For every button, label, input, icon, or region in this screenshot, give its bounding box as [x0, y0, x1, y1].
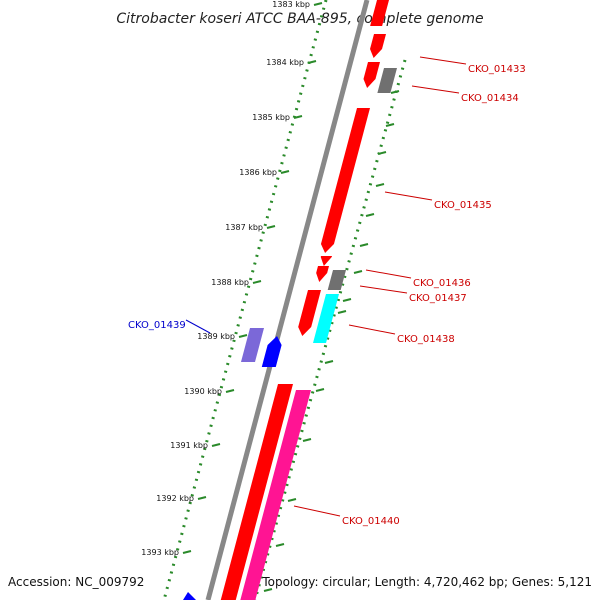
gene-cko-01432 — [370, 0, 389, 26]
outer-tick-mark — [287, 498, 297, 502]
tick-mark — [307, 60, 317, 64]
outer-tick-mark — [342, 298, 352, 302]
gene-label-leader — [348, 324, 396, 335]
accession-text: Accession: NC_009792 — [8, 575, 144, 589]
backbone-ring — [205, 0, 370, 600]
outer-tick-mark — [315, 388, 325, 392]
outer-tick-mark — [353, 270, 363, 274]
gene-cko-01439-b — [261, 336, 282, 367]
outer-tick-mark — [324, 360, 334, 364]
tick-label: 1389 kbp — [197, 332, 235, 341]
gene-label-leader — [384, 191, 433, 201]
gene-label-leader — [411, 85, 460, 94]
gene-labels: CKO_01433 CKO_01434 CKO_01435 CKO_01436 CKO_… — [128, 56, 526, 527]
gene-label-leader — [365, 269, 412, 279]
tick-mark — [225, 389, 235, 393]
outer-tick-mark — [263, 588, 273, 592]
outer-tick-mark — [337, 310, 347, 314]
tick-label: 1393 kbp — [141, 548, 179, 557]
tick-label: 1383 kbp — [272, 0, 310, 9]
gene-cko-01439 — [240, 328, 264, 362]
gene-label-leader — [419, 56, 467, 65]
tick-mark — [252, 280, 262, 284]
tick-mark — [313, 2, 323, 6]
tick-mark — [182, 550, 192, 554]
tick-label: 1386 kbp — [239, 168, 277, 177]
tick-mark — [280, 170, 290, 174]
outer-tick-mark — [365, 213, 375, 217]
gene-label: CKO_01439 — [128, 320, 186, 331]
gene-label: CKO_01440 — [342, 516, 400, 527]
tick-label: 1384 kbp — [266, 58, 304, 67]
gene-cko-01438 — [313, 294, 339, 343]
tick-mark — [266, 225, 276, 229]
tick-marks: 1383 kbp 1384 kbp 1385 kbp 1386 kbp 1387 kbp… — [141, 0, 400, 592]
outer-tick-mark — [390, 90, 400, 94]
gene-cko-01440-a — [220, 384, 293, 600]
tick-mark — [293, 115, 303, 119]
outer-tick-mark — [375, 183, 385, 187]
tick-mark — [211, 443, 221, 447]
gene-label: CKO_01437 — [409, 293, 467, 304]
outer-tick-mark — [359, 243, 369, 247]
tick-label: 1391 kbp — [170, 441, 208, 450]
gene-cko-01436 — [316, 266, 329, 282]
gene-cko-01437-b — [298, 290, 321, 336]
gene-cko-01434 — [377, 68, 397, 93]
tick-label: 1392 kbp — [156, 494, 194, 503]
gene-cko-01437 — [327, 270, 346, 290]
gene-label: CKO_01438 — [397, 334, 455, 345]
gene-label-leader — [185, 319, 211, 334]
outer-tick-mark — [275, 543, 285, 547]
gene-cko-01433-b — [363, 62, 380, 88]
tick-mark — [238, 334, 248, 338]
gene-cko-01435-b — [320, 256, 332, 266]
gene-cko-01440 — [240, 390, 311, 600]
outer-tick-mark — [385, 123, 395, 127]
gene-label: CKO_01436 — [413, 278, 471, 289]
tick-label: 1388 kbp — [211, 278, 249, 287]
gene-label: CKO_01435 — [434, 200, 492, 211]
tick-ring-outer — [253, 59, 407, 600]
outer-tick-mark — [302, 438, 312, 442]
gene-label: CKO_01434 — [461, 93, 519, 104]
tick-mark — [197, 496, 207, 500]
tick-label: 1387 kbp — [225, 223, 263, 232]
gene-cko-01435 — [320, 108, 370, 253]
gene-cko-01433 — [370, 34, 386, 58]
genome-title: Citrobacter koseri ATCC BAA-895, complet… — [116, 11, 483, 27]
gene-label: CKO_01433 — [468, 64, 526, 75]
topology-text: Topology: circular; Length: 4,720,462 bp… — [261, 575, 592, 589]
gene-features — [183, 0, 397, 600]
outer-tick-mark — [377, 151, 387, 155]
gene-label-leader — [359, 285, 408, 294]
tick-label: 1390 kbp — [184, 387, 222, 396]
tick-label: 1385 kbp — [252, 113, 290, 122]
gene-partial-blue — [183, 592, 196, 600]
gene-label-leader — [293, 505, 341, 517]
